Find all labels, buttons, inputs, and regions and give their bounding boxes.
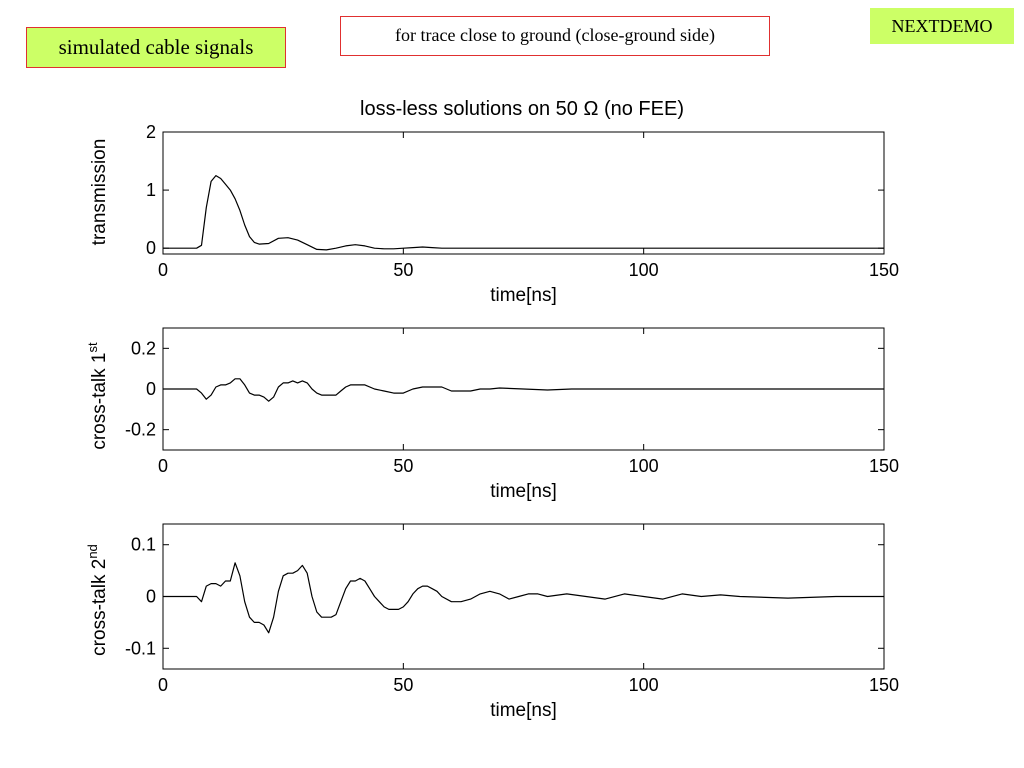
y-tick-label: -0.1 bbox=[125, 638, 156, 658]
y-axis-label: cross-talk 2nd bbox=[85, 544, 110, 656]
x-tick-label: 0 bbox=[158, 675, 168, 695]
y-axis-label-superscript: st bbox=[85, 342, 100, 353]
x-tick-label: 100 bbox=[629, 260, 659, 280]
x-tick-label: 100 bbox=[629, 675, 659, 695]
y-tick-label: -0.2 bbox=[125, 420, 156, 440]
figure-title: loss-less solutions on 50 Ω (no FEE) bbox=[360, 98, 684, 120]
y-tick-label: 0 bbox=[146, 238, 156, 258]
x-axis-label: time[ns] bbox=[490, 481, 557, 502]
x-tick-label: 0 bbox=[158, 260, 168, 280]
x-tick-label: 50 bbox=[393, 456, 413, 476]
y-tick-label: 0 bbox=[146, 379, 156, 399]
x-axis-label: time[ns] bbox=[490, 285, 557, 306]
y-tick-label: 2 bbox=[146, 122, 156, 142]
y-tick-label: 0 bbox=[146, 587, 156, 607]
y-tick-label: 1 bbox=[146, 180, 156, 200]
x-tick-label: 50 bbox=[393, 675, 413, 695]
plot-axes-box-1 bbox=[162, 131, 885, 255]
y-axis-label: transmission bbox=[89, 139, 110, 246]
x-tick-label: 50 bbox=[393, 260, 413, 280]
nextdemo-label: NEXTDEMO bbox=[870, 8, 1014, 44]
simulated-cable-signals-label: simulated cable signals bbox=[26, 27, 286, 68]
trace-description-label: for trace close to ground (close-ground … bbox=[340, 16, 770, 56]
x-tick-label: 150 bbox=[869, 260, 899, 280]
series-line-1 bbox=[163, 175, 884, 251]
series-line-2 bbox=[163, 378, 884, 402]
y-axis-label: cross-talk 1st bbox=[85, 342, 110, 450]
y-tick-label: 0.2 bbox=[131, 338, 156, 358]
y-axis-label-superscript: nd bbox=[85, 544, 100, 558]
x-axis-label: time[ns] bbox=[490, 700, 557, 721]
series-line-3 bbox=[163, 562, 884, 634]
x-tick-label: 0 bbox=[158, 456, 168, 476]
x-tick-label: 150 bbox=[869, 675, 899, 695]
x-tick-label: 150 bbox=[869, 456, 899, 476]
plot-axes-box-3 bbox=[162, 523, 885, 670]
x-tick-label: 100 bbox=[629, 456, 659, 476]
y-tick-label: 0.1 bbox=[131, 535, 156, 555]
